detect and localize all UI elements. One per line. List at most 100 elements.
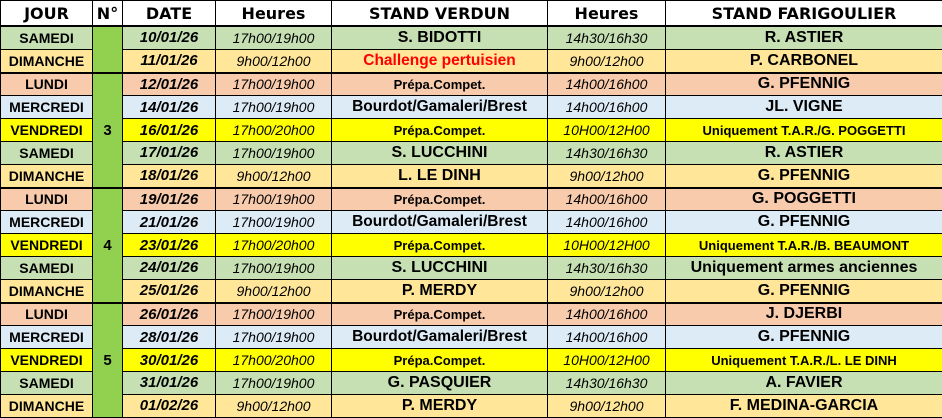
- verdun-stand-cell: Prépa.Compet.: [332, 234, 548, 257]
- day-cell: LUNDI: [1, 188, 93, 211]
- farigoulier-stand-cell: Uniquement T.A.R./L. LE DINH: [666, 349, 942, 372]
- date-cell: 21/01/26: [123, 211, 216, 234]
- date-cell: 14/01/26: [123, 96, 216, 119]
- day-cell: LUNDI: [1, 303, 93, 326]
- farigoulier-stand-cell: Uniquement T.A.R./G. POGGETTI: [666, 119, 942, 142]
- farigoulier-hours-cell: 14h30/16h30: [548, 141, 666, 164]
- verdun-hours-cell: 17h00/20h00: [216, 349, 332, 372]
- verdun-stand-cell: P. MERDY: [332, 279, 548, 302]
- week-number-cell: 5: [93, 303, 123, 417]
- farigoulier-hours-cell: 9h00/12h00: [548, 164, 666, 187]
- farigoulier-hours-cell: 14h30/16h30: [548, 26, 666, 49]
- farigoulier-stand-cell: G. PFENNIG: [666, 279, 942, 302]
- date-cell: 01/02/26: [123, 394, 216, 417]
- verdun-stand-cell: L. LE DINH: [332, 164, 548, 187]
- date-cell: 28/01/26: [123, 326, 216, 349]
- verdun-stand-cell: P. MERDY: [332, 394, 548, 417]
- farigoulier-hours-cell: 14h30/16h30: [548, 256, 666, 279]
- date-cell: 18/01/26: [123, 164, 216, 187]
- day-cell: SAMEDI: [1, 26, 93, 49]
- date-cell: 30/01/26: [123, 349, 216, 372]
- day-cell: MERCREDI: [1, 96, 93, 119]
- date-cell: 16/01/26: [123, 119, 216, 142]
- date-cell: 12/01/26: [123, 73, 216, 96]
- day-cell: DIMANCHE: [1, 49, 93, 72]
- verdun-hours-cell: 17h00/20h00: [216, 234, 332, 257]
- verdun-stand-cell: S. BIDOTTI: [332, 26, 548, 49]
- verdun-hours-cell: 9h00/12h00: [216, 279, 332, 302]
- farigoulier-hours-cell: 10H00/12H00: [548, 234, 666, 257]
- verdun-hours-cell: 9h00/12h00: [216, 164, 332, 187]
- verdun-stand-cell: Bourdot/Gamaleri/Brest: [332, 96, 548, 119]
- verdun-hours-cell: 17h00/19h00: [216, 188, 332, 211]
- verdun-hours-cell: 17h00/19h00: [216, 96, 332, 119]
- week-number: 4: [103, 237, 111, 254]
- header-stand-verdun: STAND VERDUN: [332, 1, 548, 27]
- verdun-hours-cell: 17h00/19h00: [216, 26, 332, 49]
- date-cell: 17/01/26: [123, 141, 216, 164]
- date-cell: 31/01/26: [123, 371, 216, 394]
- farigoulier-hours-cell: 9h00/12h00: [548, 279, 666, 302]
- header-row: JOUR N° DATE Heures STAND VERDUN Heures …: [1, 1, 942, 27]
- week-number-cell: 3: [93, 73, 123, 188]
- header-stand-farigoulier: STAND FARIGOULIER: [666, 1, 942, 27]
- day-cell: MERCREDI: [1, 326, 93, 349]
- verdun-stand-cell: Bourdot/Gamaleri/Brest: [332, 326, 548, 349]
- farigoulier-hours-cell: 9h00/12h00: [548, 394, 666, 417]
- date-cell: 26/01/26: [123, 303, 216, 326]
- week-number-cell: 4: [93, 188, 123, 303]
- header-number: N°: [93, 1, 123, 27]
- verdun-hours-cell: 17h00/19h00: [216, 326, 332, 349]
- verdun-stand-cell: Prépa.Compet.: [332, 188, 548, 211]
- farigoulier-stand-cell: R. ASTIER: [666, 26, 942, 49]
- verdun-hours-cell: 17h00/19h00: [216, 211, 332, 234]
- farigoulier-stand-cell: J. DJERBI: [666, 303, 942, 326]
- farigoulier-stand-cell: A. FAVIER: [666, 371, 942, 394]
- verdun-stand-cell: Prépa.Compet.: [332, 303, 548, 326]
- farigoulier-hours-cell: 14h00/16h00: [548, 303, 666, 326]
- header-heures-verdun: Heures: [216, 1, 332, 27]
- verdun-stand-cell: Bourdot/Gamaleri/Brest: [332, 211, 548, 234]
- date-cell: 25/01/26: [123, 279, 216, 302]
- date-cell: 10/01/26: [123, 26, 216, 49]
- date-cell: 11/01/26: [123, 49, 216, 72]
- header-date: DATE: [123, 1, 216, 27]
- verdun-stand-cell: Prépa.Compet.: [332, 349, 548, 372]
- verdun-hours-cell: 17h00/19h00: [216, 371, 332, 394]
- verdun-stand-cell: Prépa.Compet.: [332, 119, 548, 142]
- farigoulier-stand-cell: G. PFENNIG: [666, 164, 942, 187]
- farigoulier-stand-cell: G. PFENNIG: [666, 326, 942, 349]
- farigoulier-stand-cell: P. CARBONEL: [666, 49, 942, 72]
- date-cell: 19/01/26: [123, 188, 216, 211]
- day-cell: VENDREDI: [1, 234, 93, 257]
- day-cell: DIMANCHE: [1, 394, 93, 417]
- day-cell: MERCREDI: [1, 211, 93, 234]
- farigoulier-hours-cell: 14h00/16h00: [548, 96, 666, 119]
- date-cell: 24/01/26: [123, 256, 216, 279]
- farigoulier-stand-cell: F. MEDINA-GARCIA: [666, 394, 942, 417]
- farigoulier-hours-cell: 14h00/16h00: [548, 211, 666, 234]
- farigoulier-hours-cell: 14h30/16h30: [548, 371, 666, 394]
- week-number: 3: [103, 122, 111, 139]
- farigoulier-stand-cell: Uniquement armes anciennes: [666, 256, 942, 279]
- verdun-stand-cell: S. LUCCHINI: [332, 141, 548, 164]
- verdun-hours-cell: 17h00/19h00: [216, 141, 332, 164]
- verdun-stand-cell: G. PASQUIER: [332, 371, 548, 394]
- week-number: 5: [103, 352, 111, 369]
- header-jour: JOUR: [1, 1, 93, 27]
- farigoulier-hours-cell: 14h00/16h00: [548, 73, 666, 96]
- day-cell: SAMEDI: [1, 256, 93, 279]
